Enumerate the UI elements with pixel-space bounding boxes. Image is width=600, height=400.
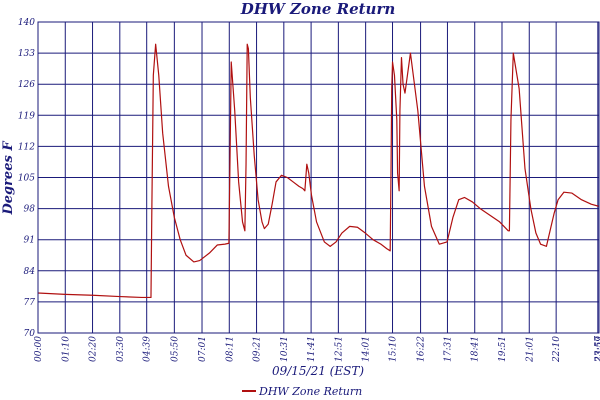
x-tick-label: 22:10 [552,336,562,363]
y-tick-label: 84 [24,267,36,277]
x-tick-labels: 00:00 01:10 02:20 03:30 04:39 05:50 07:01 08:11… [34,336,600,363]
x-tick-label: 18:41 [471,336,481,362]
y-tick-label: 140 [18,18,35,28]
x-tick-label: 04:39 [143,336,153,362]
x-tick-label: 05:50 [170,336,180,362]
x-tick-label: 14:01 [362,336,372,362]
x-tick-label: 08:11 [225,336,235,362]
y-tick-label: 77 [24,298,36,308]
legend-label: DHW Zone Return [258,385,362,398]
x-tick-label: 23:59 [595,336,600,363]
x-tick-label: 16:22 [417,336,427,362]
x-tick-label: 09:21 [253,336,263,362]
y-tick-label: 91 [24,236,35,246]
x-tick-label: 03:30 [116,336,126,362]
x-tick-label: 10:31 [280,336,290,362]
x-tick-label: 15:10 [389,336,399,362]
series-line-dhw-zone-return [37,43,600,299]
y-axis-label: Degrees F [1,141,16,216]
y-tick-label: 70 [24,329,36,339]
y-tick-label: 133 [18,49,35,59]
x-tick-label: 12:51 [334,336,344,362]
y-tick-label: 119 [18,111,35,121]
x-tick-label: 17:31 [443,336,453,362]
x-tick-label: 07:01 [198,336,208,362]
x-tick-label: 21:01 [525,336,535,363]
x-tick-label: 11:41 [307,336,317,362]
x-tick-label: 19:51 [498,336,508,362]
y-tick-label: 105 [18,174,35,184]
plot-frame [37,21,600,334]
y-tick-label: 112 [18,142,35,152]
x-axis-label: 09/15/21 (EST) [272,364,364,378]
x-tick-label: 01:10 [61,336,71,362]
y-tick-labels: 70 77 84 91 98 105 112 119 126 133 140 [18,18,35,339]
x-tick-label: 23:57 [594,336,600,363]
chart-title: DHW Zone Return [240,0,396,18]
y-tick-label: 98 [24,205,36,215]
x-tick-label: 00:00 [34,336,44,362]
legend: DHW Zone Return [242,385,362,398]
y-tick-label: 126 [18,80,35,90]
x-tick-label: 02:20 [89,336,99,362]
